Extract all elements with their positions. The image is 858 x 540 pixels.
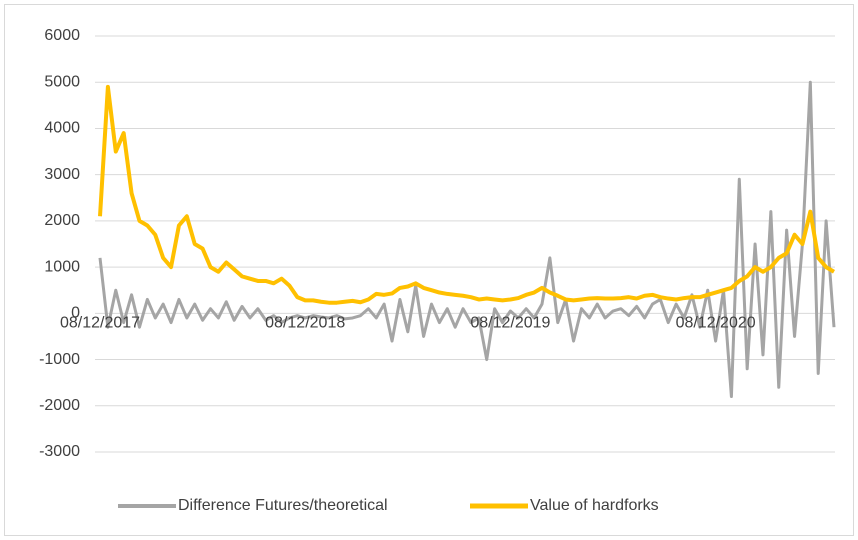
x-tick-label: 08/12/2019 — [470, 315, 550, 332]
y-tick-label: 0 — [71, 305, 80, 322]
y-tick-label: -3000 — [39, 443, 80, 460]
x-tick-label: 08/12/2018 — [265, 315, 345, 332]
chart-border — [4, 4, 854, 536]
y-tick-label: 3000 — [44, 166, 80, 183]
x-tick-label: 08/12/2020 — [676, 315, 756, 332]
y-tick-label: 5000 — [44, 73, 80, 90]
y-tick-label: -1000 — [39, 351, 80, 368]
y-tick-label: 4000 — [44, 120, 80, 137]
series-line — [98, 84, 836, 305]
legend-label: Value of hardforks — [530, 497, 659, 514]
series-line — [98, 80, 836, 399]
y-tick-label: -2000 — [39, 397, 80, 414]
y-tick-label: 2000 — [44, 212, 80, 229]
legend-label: Difference Futures/theoretical — [178, 497, 388, 514]
y-tick-label: 6000 — [44, 27, 80, 44]
y-tick-label: 1000 — [44, 258, 80, 275]
x-tick-label: 08/12/2017 — [60, 315, 140, 332]
